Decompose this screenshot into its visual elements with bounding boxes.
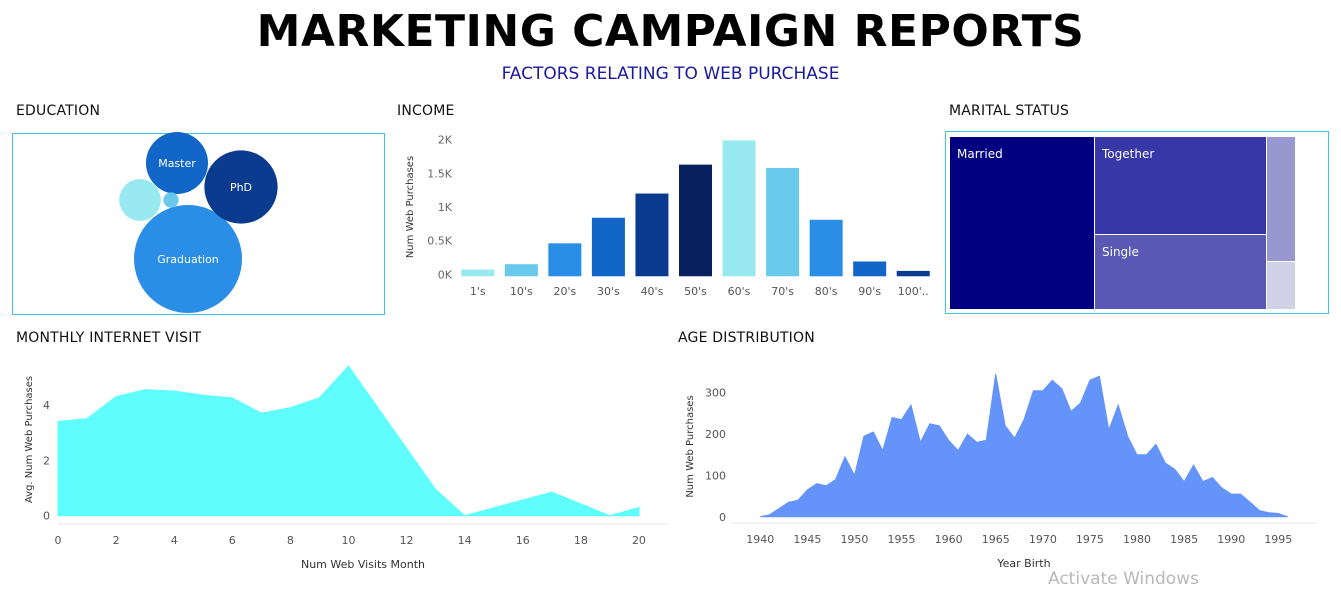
income-ytick: 0K <box>438 268 453 281</box>
income-bar <box>504 264 538 277</box>
monthly-xtick: 16 <box>516 534 530 547</box>
report-subtitle: FACTORS RELATING TO WEB PURCHASE <box>501 64 840 84</box>
income-xtick: 30's <box>597 285 620 298</box>
report-title: MARKETING CAMPAIGN REPORTS <box>256 6 1085 57</box>
age-ytick: 0 <box>719 511 726 524</box>
monthly-title: MONTHLY INTERNET VISIT <box>16 330 202 346</box>
monthly-ytick: 4 <box>43 399 50 412</box>
monthly-area <box>57 365 640 517</box>
age-xtick: 1955 <box>888 533 916 546</box>
age-area <box>760 374 1288 518</box>
income-xtick: 40's <box>641 285 664 298</box>
monthly-xtick: 12 <box>400 534 414 547</box>
age-xtick: 1940 <box>746 533 774 546</box>
age-xtick: 1945 <box>793 533 821 546</box>
income-xtick: 1's <box>470 285 486 298</box>
income-bar <box>679 164 712 277</box>
age-xtick: 1970 <box>1029 533 1057 546</box>
marital-tile <box>1095 235 1266 309</box>
income-ytick: 0.5K <box>427 235 452 248</box>
education-bubble <box>145 131 209 195</box>
income-xtick: 60's <box>728 285 751 298</box>
age-xtick: 1995 <box>1264 533 1292 546</box>
activate-windows-watermark: Activate Windows <box>1048 569 1199 589</box>
marital-tile <box>950 137 1094 309</box>
monthly-ytick: 2 <box>43 454 50 467</box>
monthly-xtick: 10 <box>341 534 355 547</box>
education-bubble <box>163 192 179 208</box>
monthly-xtick: 8 <box>287 534 294 547</box>
income-xtick: 10's <box>510 285 533 298</box>
monthly-xlabel: Num Web Visits Month <box>301 558 425 571</box>
monthly-xtick: 20 <box>632 534 646 547</box>
education-bubble <box>119 179 161 221</box>
monthly-xtick: 6 <box>229 534 236 547</box>
marital-tile <box>1267 137 1295 261</box>
monthly-ytick: 0 <box>43 510 50 523</box>
income-bar <box>896 270 930 277</box>
income-bar <box>722 140 756 277</box>
income-xtick: 80's <box>815 285 838 298</box>
monthly-xtick: 2 <box>113 534 120 547</box>
age-ytick: 200 <box>705 428 726 441</box>
marital-tile <box>1095 137 1266 234</box>
marital-tile <box>1267 262 1295 309</box>
income-ytick: 2K <box>438 134 453 147</box>
income-xtick: 90's <box>858 285 881 298</box>
education-bubble <box>204 150 278 224</box>
income-xtick: 70's <box>771 285 794 298</box>
income-xtick: 20's <box>553 285 576 298</box>
income-bar <box>548 243 582 277</box>
education-bubble-label: Master <box>158 157 196 170</box>
education-panel[interactable] <box>12 133 385 315</box>
age-xtick: 1990 <box>1217 533 1245 546</box>
monthly-xtick: 14 <box>458 534 472 547</box>
marital-title: MARITAL STATUS <box>949 103 1070 119</box>
marital-tile-label: Married <box>957 147 1003 161</box>
monthly-ylabel: Avg. Num Web Purchases <box>24 376 35 503</box>
income-bar <box>809 219 843 277</box>
age-xtick: 1985 <box>1170 533 1198 546</box>
age-ytick: 100 <box>705 469 726 482</box>
income-bar <box>853 261 887 277</box>
monthly-xtick: 4 <box>171 534 178 547</box>
monthly-xtick: 0 <box>55 534 62 547</box>
age-xlabel: Year Birth <box>996 557 1050 570</box>
education-title: EDUCATION <box>16 103 101 119</box>
age-xtick: 1950 <box>840 533 868 546</box>
marital-tile-label: Together <box>1101 147 1154 161</box>
income-bar <box>461 269 495 277</box>
age-xtick: 1975 <box>1076 533 1104 546</box>
education-bubble-label: Graduation <box>157 253 219 266</box>
age-ytick: 300 <box>705 387 726 400</box>
income-bar <box>635 193 669 277</box>
age-xtick: 1980 <box>1123 533 1151 546</box>
marital-panel[interactable] <box>945 131 1329 314</box>
education-bubble-label: PhD <box>230 181 252 194</box>
age-xtick: 1960 <box>935 533 963 546</box>
monthly-xtick: 18 <box>574 534 588 547</box>
income-ylabel: Num Web Purchases <box>405 156 416 258</box>
age-ylabel: Num Web Purchases <box>685 395 696 497</box>
marital-tile-label: Single <box>1102 245 1139 259</box>
education-bubble <box>134 205 242 313</box>
income-bar <box>766 167 800 277</box>
income-xtick: 50's <box>684 285 707 298</box>
income-title: INCOME <box>397 103 455 119</box>
income-bar <box>591 217 625 277</box>
income-ytick: 1.5K <box>427 167 452 180</box>
age-xtick: 1965 <box>982 533 1010 546</box>
income-xtick: 100'.. <box>898 285 929 298</box>
age-title: AGE DISTRIBUTION <box>678 330 815 346</box>
income-ytick: 1K <box>438 201 453 214</box>
